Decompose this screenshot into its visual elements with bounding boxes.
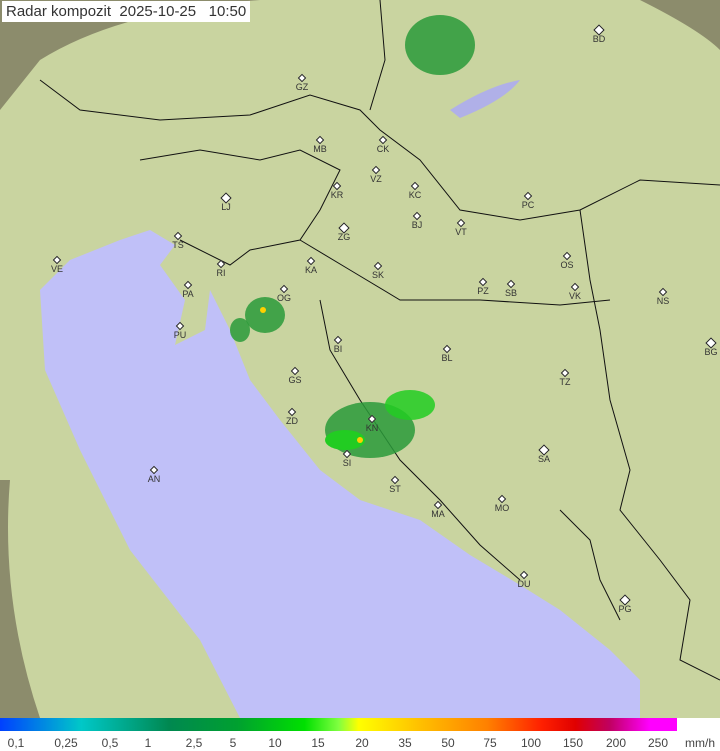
city-label: TS (172, 240, 184, 250)
rain-cell (230, 318, 250, 342)
city-label: GS (288, 375, 302, 385)
city-label: KR (330, 190, 344, 200)
title-date: 2025-10-25 (119, 3, 197, 20)
city-label: BG (704, 347, 718, 357)
city-label: BL (441, 353, 453, 363)
city-label: PU (173, 330, 187, 340)
city-label: KC (408, 190, 422, 200)
city-label: SI (342, 458, 352, 468)
city-label: PZ (477, 286, 489, 296)
legend-tick: 0,1 (7, 736, 25, 750)
legend-tick: 15 (311, 736, 325, 750)
map-title: Radar kompozit 2025-10-25 10:50 (2, 1, 251, 22)
city-label: ZG (337, 232, 351, 242)
legend-tick: 150 (562, 736, 584, 750)
legend-tick: 0,5 (101, 736, 119, 750)
rain-cell (325, 430, 365, 450)
legend-color-bar (0, 718, 677, 731)
city-label: LJ (221, 202, 231, 212)
rain-cell (385, 390, 435, 420)
city-label: NS (656, 296, 670, 306)
city-label: MA (431, 509, 445, 519)
city-label: KA (304, 265, 318, 275)
title-text: Radar kompozit (6, 3, 112, 20)
city-label: SA (537, 454, 551, 464)
legend-tick: 35 (398, 736, 412, 750)
rain-cell-heavy (357, 437, 363, 443)
city-label: PG (618, 604, 632, 614)
city-label: SK (371, 270, 385, 280)
legend-tick: 5 (229, 736, 237, 750)
rain-cells (230, 15, 475, 458)
city-label: RI (216, 268, 226, 278)
city-label: ST (389, 484, 401, 494)
city-label: VK (568, 291, 582, 301)
legend-tick: 1 (144, 736, 152, 750)
city-label: MO (494, 503, 510, 513)
city-label: DU (517, 579, 531, 589)
city-label: OS (560, 260, 574, 270)
lake-balaton (450, 80, 520, 118)
city-label: MB (313, 144, 327, 154)
city-label: AN (147, 474, 161, 484)
legend-tick: 50 (441, 736, 455, 750)
city-label: VZ (370, 174, 382, 184)
city-label: BD (592, 34, 606, 44)
city-label: ZD (286, 416, 298, 426)
legend-tick: 0,25 (54, 736, 78, 750)
city-label: PC (521, 200, 535, 210)
legend-tick: 75 (483, 736, 497, 750)
adriatic-sea (40, 230, 640, 718)
legend-tick: 2,5 (185, 736, 203, 750)
legend-unit: mm/h (685, 736, 715, 750)
map-canvas (0, 0, 720, 718)
legend-tick: 20 (355, 736, 369, 750)
legend-tick: 100 (520, 736, 542, 750)
city-label: SB (504, 288, 518, 298)
legend-tick: 250 (647, 736, 669, 750)
city-label: GZ (295, 82, 309, 92)
rain-cell (405, 15, 475, 75)
city-label: TZ (559, 377, 571, 387)
city-label: OG (276, 293, 292, 303)
borders (39, 0, 720, 681)
legend-tick: 10 (268, 736, 282, 750)
rain-cell (245, 297, 285, 333)
city-label: VT (455, 227, 467, 237)
legend: 0,1 0,25 0,5 1 2,5 5 10 15 20 35 50 75 100 150 200 250 m… (0, 718, 720, 751)
city-label: BI (333, 344, 343, 354)
rain-cell-heavy (260, 307, 266, 313)
city-label: KN (365, 423, 379, 433)
city-label: BJ (411, 220, 423, 230)
city-label: VE (50, 264, 64, 274)
city-label: CK (376, 144, 390, 154)
title-time: 10:50 (208, 3, 247, 20)
city-label: PA (182, 289, 194, 299)
legend-tick: 200 (605, 736, 627, 750)
